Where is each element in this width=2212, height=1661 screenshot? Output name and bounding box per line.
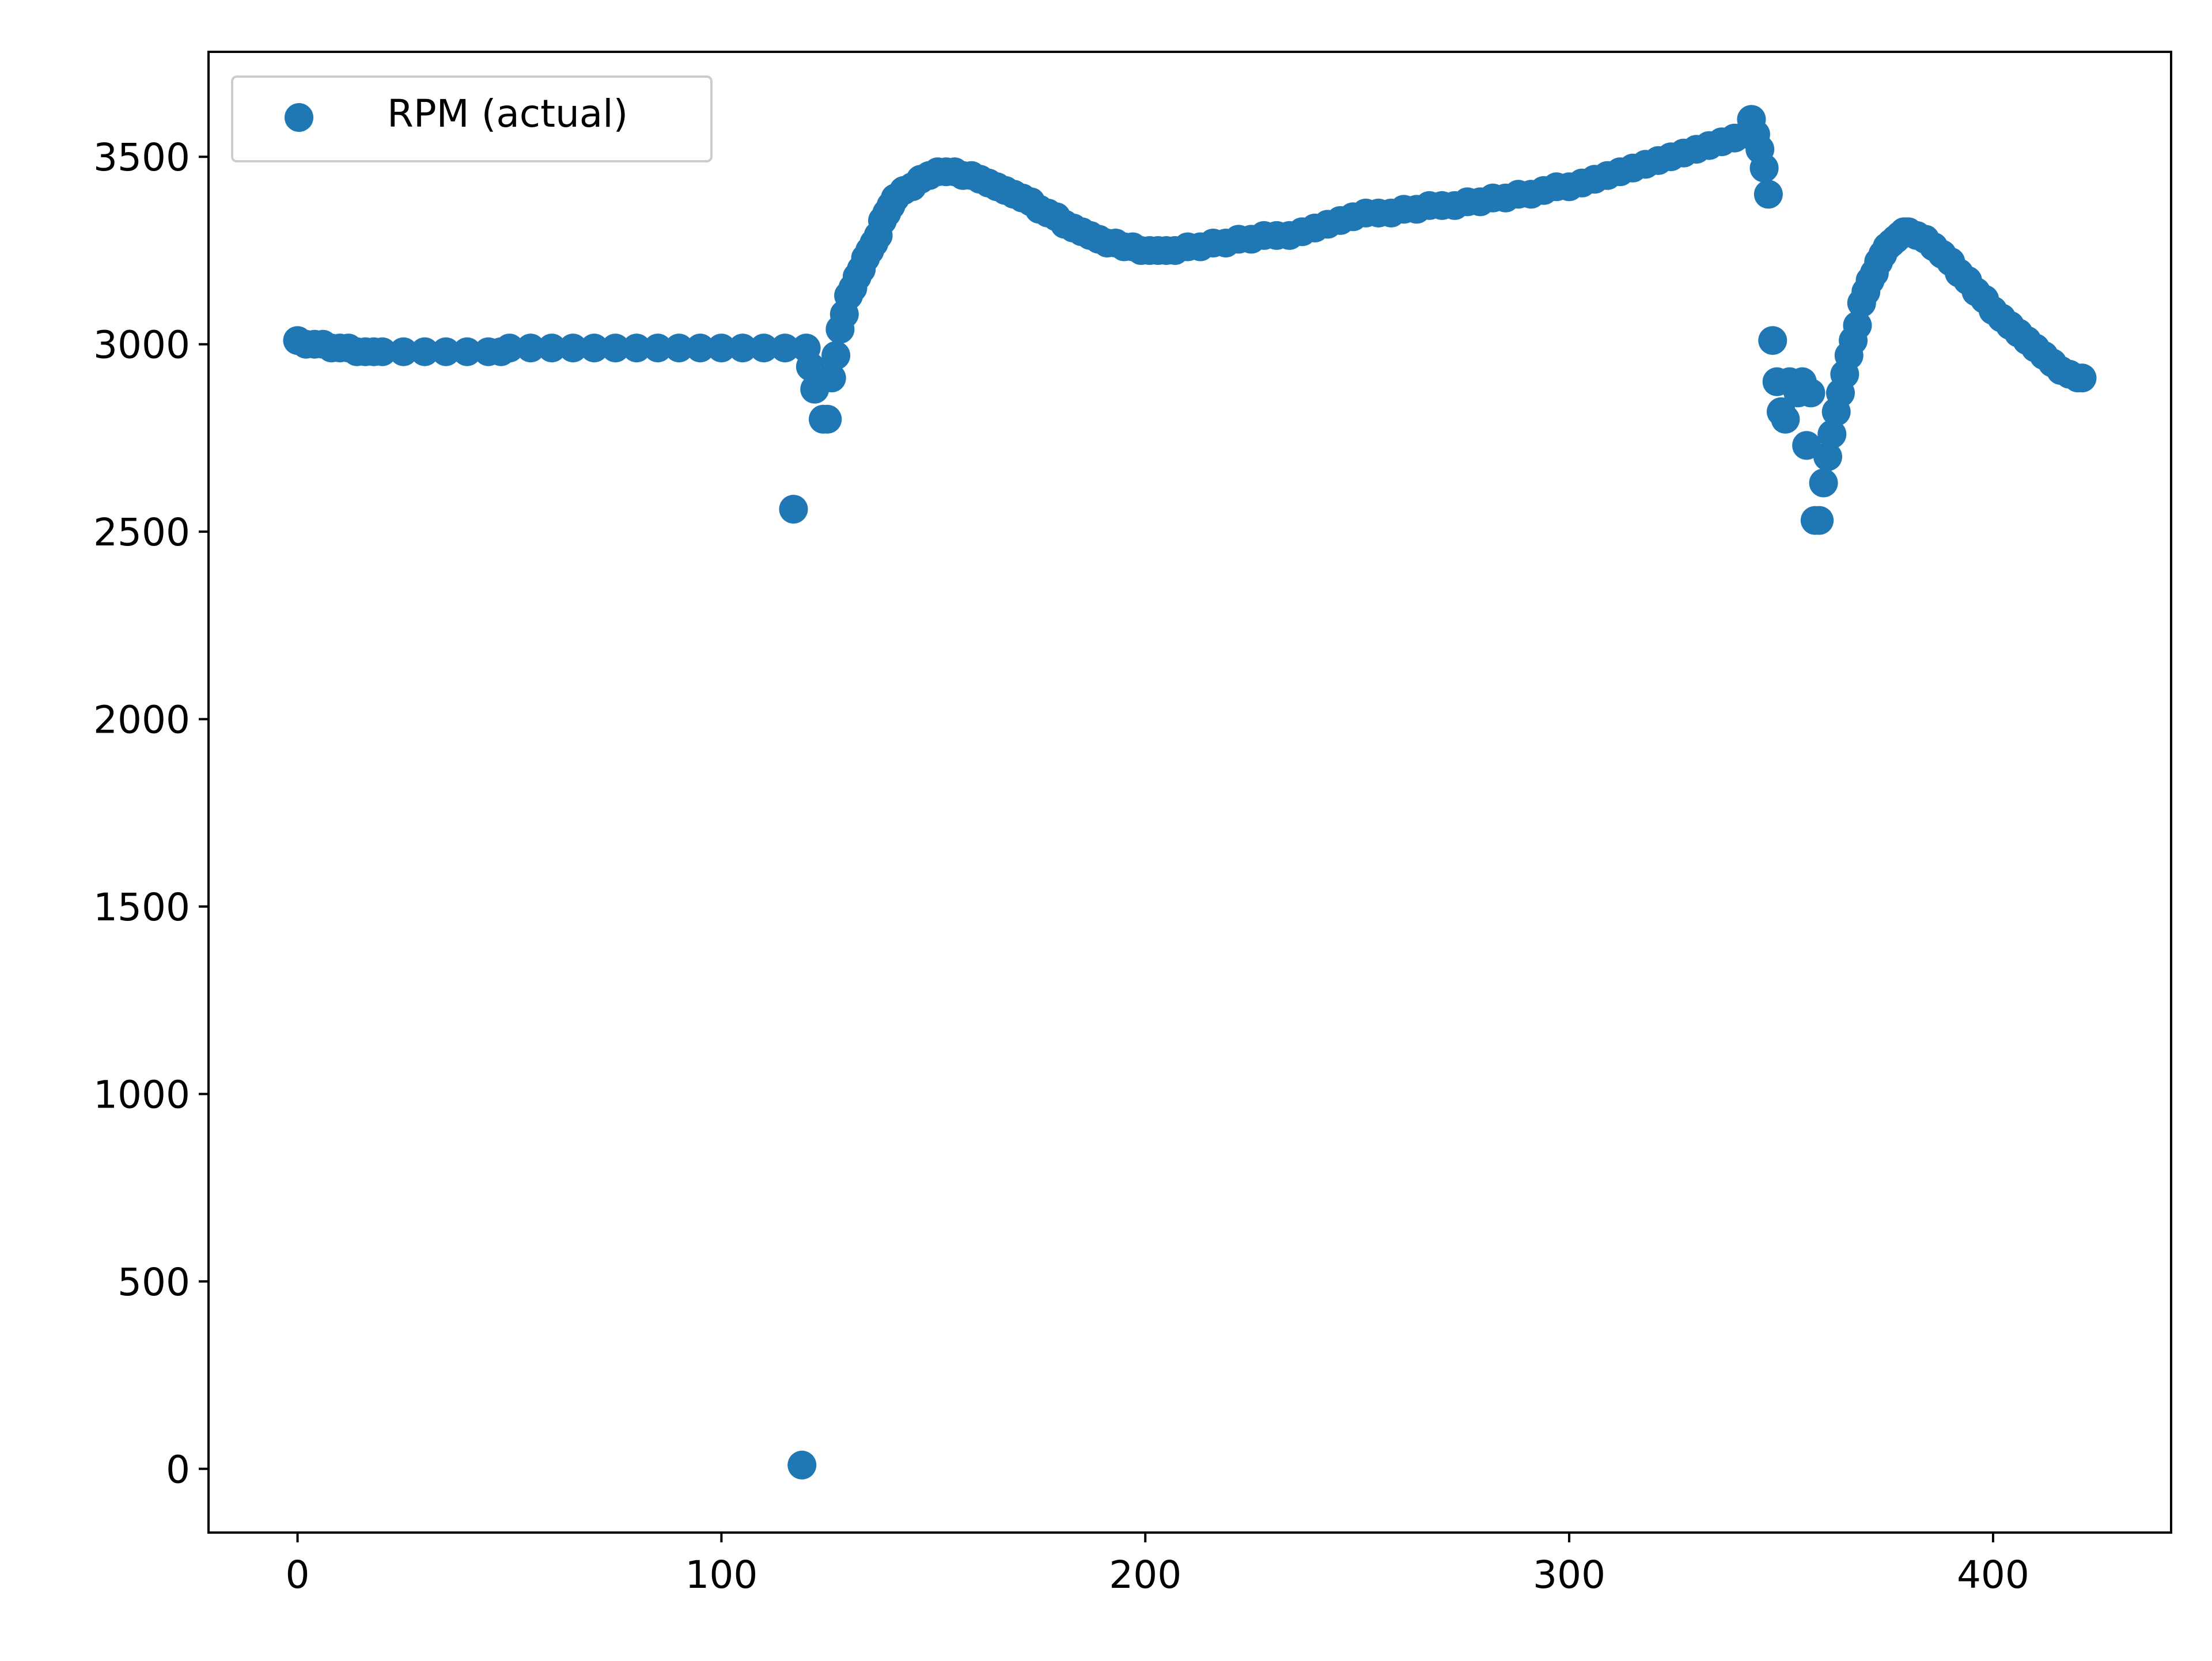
data-point <box>410 337 440 366</box>
data-point <box>1771 404 1800 434</box>
data-point <box>707 333 736 363</box>
data-point <box>1813 442 1842 471</box>
data-point <box>1817 419 1847 449</box>
data-point <box>431 337 461 366</box>
legend-box <box>231 75 713 162</box>
data-point <box>749 333 778 363</box>
data-point <box>622 333 652 363</box>
data-point <box>1805 506 1834 535</box>
data-point <box>1758 326 1787 355</box>
x-tick-label: 200 <box>1109 1553 1181 1597</box>
data-point <box>643 333 672 363</box>
legend-label: RPM (actual) <box>387 92 628 136</box>
y-tick-label: 500 <box>118 1260 190 1304</box>
data-point <box>389 337 418 366</box>
y-tick-label: 1500 <box>93 885 190 930</box>
data-point <box>1753 180 1783 209</box>
y-tick-label: 3500 <box>93 135 190 180</box>
data-point <box>2067 363 2097 393</box>
data-point <box>821 341 851 370</box>
data-point <box>813 404 842 434</box>
y-tick-label: 3000 <box>93 323 190 367</box>
data-point <box>368 337 397 366</box>
y-tick-label: 2500 <box>93 510 190 555</box>
data-point <box>495 333 524 363</box>
data-point <box>537 333 566 363</box>
y-tick-label: 2000 <box>93 698 190 742</box>
data-point <box>579 333 609 363</box>
plot-frame <box>207 51 2172 1534</box>
x-axis: 0 100 200 300 400 <box>286 1533 2029 1597</box>
legend: RPM (actual) <box>231 75 713 162</box>
data-point <box>452 337 482 366</box>
data-point <box>685 333 715 363</box>
y-axis: 0 500 1000 1500 2000 2500 3000 3500 <box>93 135 209 1492</box>
data-points-group <box>283 105 2097 1480</box>
x-tick-label: 400 <box>1957 1553 2029 1597</box>
data-point <box>1809 468 1838 498</box>
y-tick-label: 0 <box>166 1447 190 1492</box>
data-point <box>817 363 846 393</box>
data-point <box>516 333 546 363</box>
data-point <box>779 495 808 524</box>
x-tick-label: 100 <box>685 1553 757 1597</box>
data-point <box>558 333 588 363</box>
data-point <box>601 333 630 363</box>
data-point <box>728 333 757 363</box>
legend-marker <box>285 103 313 132</box>
y-tick-label: 1000 <box>93 1072 190 1117</box>
data-point <box>787 1450 817 1480</box>
data-point <box>1843 311 1872 340</box>
data-point <box>1792 431 1821 460</box>
data-point <box>664 333 694 363</box>
data-point <box>1749 153 1779 183</box>
data-point <box>770 333 800 363</box>
data-point <box>1796 378 1825 408</box>
x-tick-label: 300 <box>1533 1553 1605 1597</box>
x-tick-label: 0 <box>286 1553 310 1597</box>
